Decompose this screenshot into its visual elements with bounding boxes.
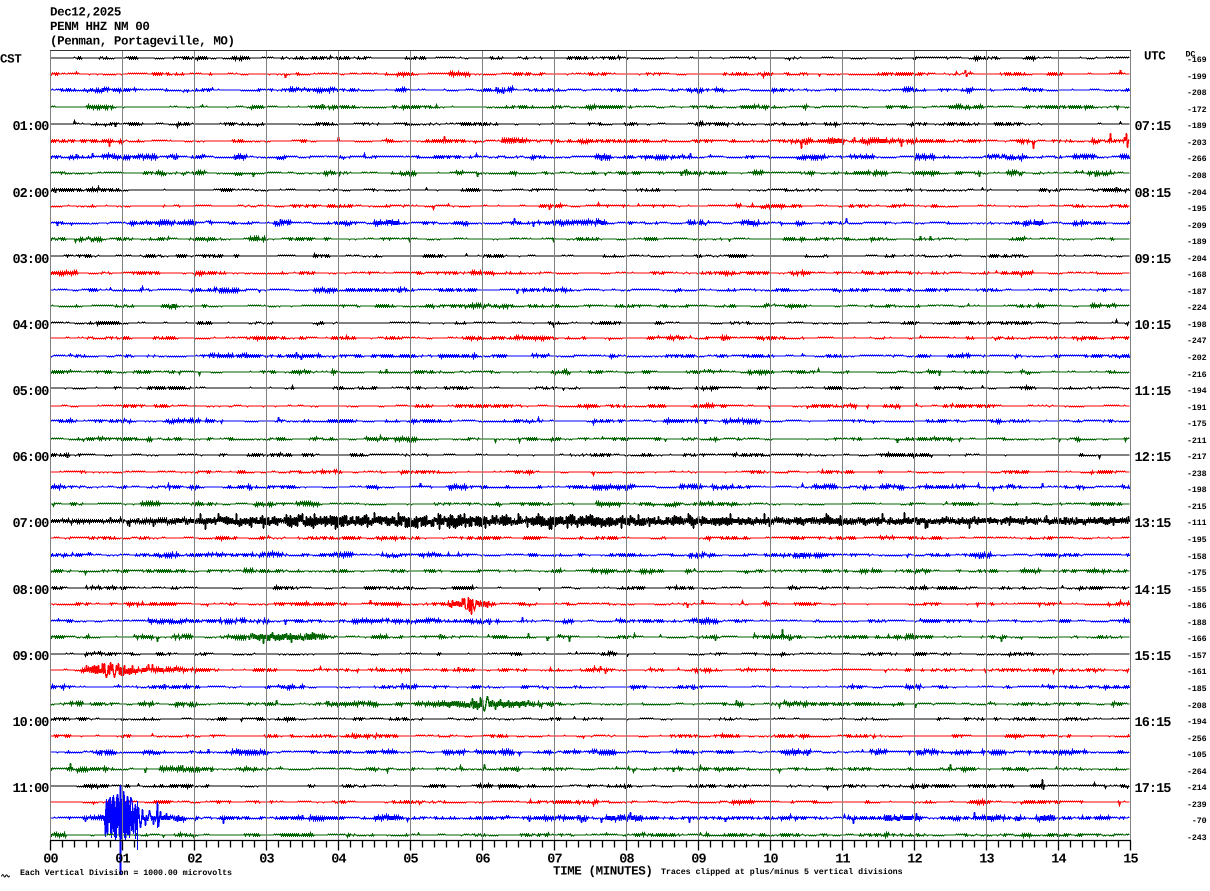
svg-text:-185: -185 <box>1187 685 1207 694</box>
svg-text:-161: -161 <box>1187 668 1207 677</box>
svg-text:-239: -239 <box>1187 801 1207 810</box>
svg-text:-198: -198 <box>1187 321 1207 330</box>
svg-text:-243: -243 <box>1187 834 1207 843</box>
svg-text:10:00: 10:00 <box>12 716 49 731</box>
svg-text:Dec12,2025: Dec12,2025 <box>50 6 121 20</box>
svg-text:08: 08 <box>619 853 634 868</box>
svg-text:CST: CST <box>0 53 22 67</box>
svg-text:-191: -191 <box>1187 404 1207 413</box>
svg-text:12:15: 12:15 <box>1135 451 1172 466</box>
svg-text:-70: -70 <box>1192 817 1207 826</box>
svg-text:-188: -188 <box>1187 619 1207 628</box>
svg-text:-216: -216 <box>1187 371 1207 380</box>
svg-text:-247: -247 <box>1187 337 1207 346</box>
svg-text:05: 05 <box>403 853 418 868</box>
svg-text:-204: -204 <box>1187 255 1207 264</box>
svg-text:-203: -203 <box>1187 139 1207 148</box>
svg-text:06: 06 <box>475 853 490 868</box>
svg-text:13: 13 <box>979 853 994 868</box>
svg-text:-208: -208 <box>1187 172 1207 181</box>
svg-text:05:00: 05:00 <box>12 385 49 400</box>
svg-text:01: 01 <box>115 853 130 868</box>
svg-text:-189: -189 <box>1187 238 1207 247</box>
svg-text:16:15: 16:15 <box>1135 716 1172 731</box>
svg-text:12: 12 <box>907 853 922 868</box>
svg-text:11:00: 11:00 <box>12 782 49 797</box>
svg-text:-266: -266 <box>1187 155 1207 164</box>
svg-text:-175: -175 <box>1187 569 1207 578</box>
svg-text:-195: -195 <box>1187 536 1207 545</box>
svg-text:00: 00 <box>43 853 58 868</box>
svg-text:-186: -186 <box>1187 602 1207 611</box>
svg-text:13:15: 13:15 <box>1135 517 1172 532</box>
svg-text:07:00: 07:00 <box>12 517 49 532</box>
svg-text:07: 07 <box>547 853 562 868</box>
svg-text:-256: -256 <box>1187 735 1207 744</box>
svg-text:04:00: 04:00 <box>12 319 49 334</box>
svg-text:UTC: UTC <box>1144 50 1166 64</box>
svg-text:Traces clipped at plus/minus 5: Traces clipped at plus/minus 5 vertical … <box>661 867 903 877</box>
svg-text:08:00: 08:00 <box>12 584 49 599</box>
svg-text:11:15: 11:15 <box>1135 385 1172 400</box>
svg-text:08:15: 08:15 <box>1135 187 1172 202</box>
svg-text:02:00: 02:00 <box>12 187 49 202</box>
svg-text:-105: -105 <box>1187 751 1207 760</box>
svg-text:02: 02 <box>187 853 202 868</box>
svg-text:10:15: 10:15 <box>1135 319 1172 334</box>
svg-text:-195: -195 <box>1187 205 1207 214</box>
svg-text:-158: -158 <box>1187 553 1207 562</box>
svg-text:09:00: 09:00 <box>12 650 49 665</box>
svg-text:15: 15 <box>1123 853 1138 868</box>
svg-text:17:15: 17:15 <box>1135 782 1172 797</box>
svg-text:-214: -214 <box>1187 784 1207 793</box>
svg-text:-264: -264 <box>1187 768 1207 777</box>
svg-text:-111: -111 <box>1187 519 1207 528</box>
svg-text:-155: -155 <box>1187 586 1207 595</box>
svg-text:04: 04 <box>331 853 346 868</box>
svg-text:-238: -238 <box>1187 470 1207 479</box>
svg-text:-215: -215 <box>1187 503 1207 512</box>
svg-text:-169: -169 <box>1187 56 1207 65</box>
svg-text:01:00: 01:00 <box>12 120 49 135</box>
svg-text:-187: -187 <box>1187 288 1207 297</box>
svg-text:10: 10 <box>763 853 778 868</box>
svg-text:-168: -168 <box>1187 271 1207 280</box>
svg-text:14:15: 14:15 <box>1135 584 1172 599</box>
svg-text:-211: -211 <box>1187 437 1207 446</box>
svg-text:06:00: 06:00 <box>12 451 49 466</box>
svg-text:-172: -172 <box>1187 106 1207 115</box>
svg-text:-202: -202 <box>1187 354 1207 363</box>
svg-text:-208: -208 <box>1187 702 1207 711</box>
svg-text:09:15: 09:15 <box>1135 253 1172 268</box>
svg-text:-199: -199 <box>1187 73 1207 82</box>
svg-text:09: 09 <box>691 853 706 868</box>
svg-text:07:15: 07:15 <box>1135 120 1172 135</box>
svg-text:03:00: 03:00 <box>12 253 49 268</box>
svg-text:-204: -204 <box>1187 189 1207 198</box>
svg-text:-194: -194 <box>1187 718 1207 727</box>
svg-text:-208: -208 <box>1187 89 1207 98</box>
svg-text:03: 03 <box>259 853 274 868</box>
svg-text:DC: DC <box>1186 51 1196 60</box>
svg-text:-157: -157 <box>1187 652 1207 661</box>
svg-text:-217: -217 <box>1187 453 1207 462</box>
svg-text:(Penman, Portageville, MO): (Penman, Portageville, MO) <box>50 35 235 49</box>
svg-text:-189: -189 <box>1187 122 1207 131</box>
svg-text:Each Vertical Division = 1000.: Each Vertical Division = 1000.00 microvo… <box>20 868 232 878</box>
svg-text:-194: -194 <box>1187 387 1207 396</box>
svg-text:-209: -209 <box>1187 222 1207 231</box>
svg-text:14: 14 <box>1051 853 1066 868</box>
svg-text:-224: -224 <box>1187 304 1207 313</box>
svg-text:15:15: 15:15 <box>1135 650 1172 665</box>
svg-text:TIME (MINUTES): TIME (MINUTES) <box>553 865 652 879</box>
svg-text:PENM HHZ NM 00: PENM HHZ NM 00 <box>50 20 149 34</box>
svg-text:-175: -175 <box>1187 420 1207 429</box>
svg-text:-166: -166 <box>1187 635 1207 644</box>
svg-text:-198: -198 <box>1187 486 1207 495</box>
svg-text:11: 11 <box>835 853 850 868</box>
